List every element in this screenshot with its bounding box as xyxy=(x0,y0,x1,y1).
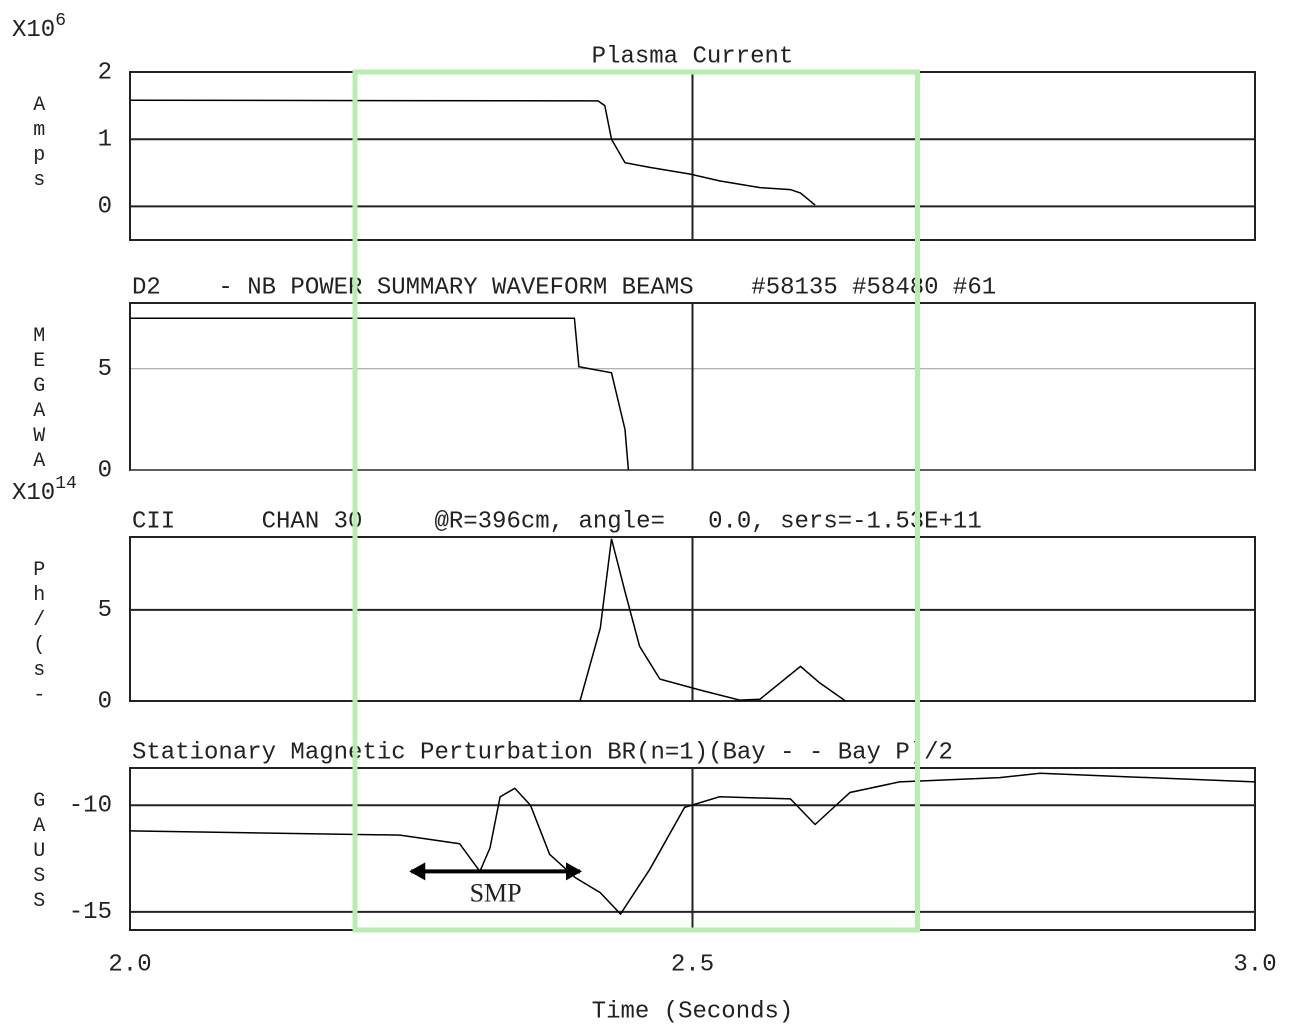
y-tick-label: 2 xyxy=(98,59,112,86)
data-line xyxy=(129,99,816,206)
data-line xyxy=(579,538,846,702)
y-tick-label: 0 xyxy=(98,688,112,715)
y-tick-label: 0 xyxy=(98,457,112,484)
y-axis-label: GAUSS xyxy=(28,790,51,915)
y-axis-label: MEGAWA xyxy=(28,325,51,475)
highlight-box xyxy=(352,69,920,933)
panel-title: D2 - NB POWER SUMMARY WAVEFORM BEAMS #58… xyxy=(132,274,996,301)
y-axis-label: Amps xyxy=(28,94,51,194)
scale-base: X10 xyxy=(12,17,55,44)
y-tick-label: 0 xyxy=(98,194,112,221)
x-tick-label: 2.0 xyxy=(108,951,151,978)
y-tick-label: -10 xyxy=(69,793,112,820)
y-tick-label: -15 xyxy=(69,899,112,926)
scale-label: X1014 xyxy=(12,474,77,508)
scale-label: X106 xyxy=(12,11,66,45)
annotation-text: SMP xyxy=(470,878,522,907)
panel-title: CII CHAN 30 @R=396cm, angle= 0.0, sers=-… xyxy=(132,508,982,535)
x-tick-label: 2.5 xyxy=(671,951,714,978)
y-tick-label: 1 xyxy=(98,127,112,154)
panel-title: Plasma Current xyxy=(592,43,794,70)
y-tick-label: 5 xyxy=(98,356,112,383)
scale-base: X10 xyxy=(12,480,55,507)
scale-power: 6 xyxy=(55,11,66,31)
x-tick-label: 3.0 xyxy=(1233,951,1276,978)
data-line xyxy=(130,317,630,471)
y-axis-label: Ph/(s- xyxy=(28,559,51,709)
data-line xyxy=(129,772,1256,916)
arrow-head xyxy=(566,862,582,881)
scale-power: 14 xyxy=(55,474,77,494)
arrow-head xyxy=(409,862,426,881)
panel-title: Stationary Magnetic Perturbation BR(n=1)… xyxy=(132,739,953,766)
x-axis-label: Time (Seconds) xyxy=(592,998,794,1025)
y-tick-label: 5 xyxy=(98,597,112,624)
